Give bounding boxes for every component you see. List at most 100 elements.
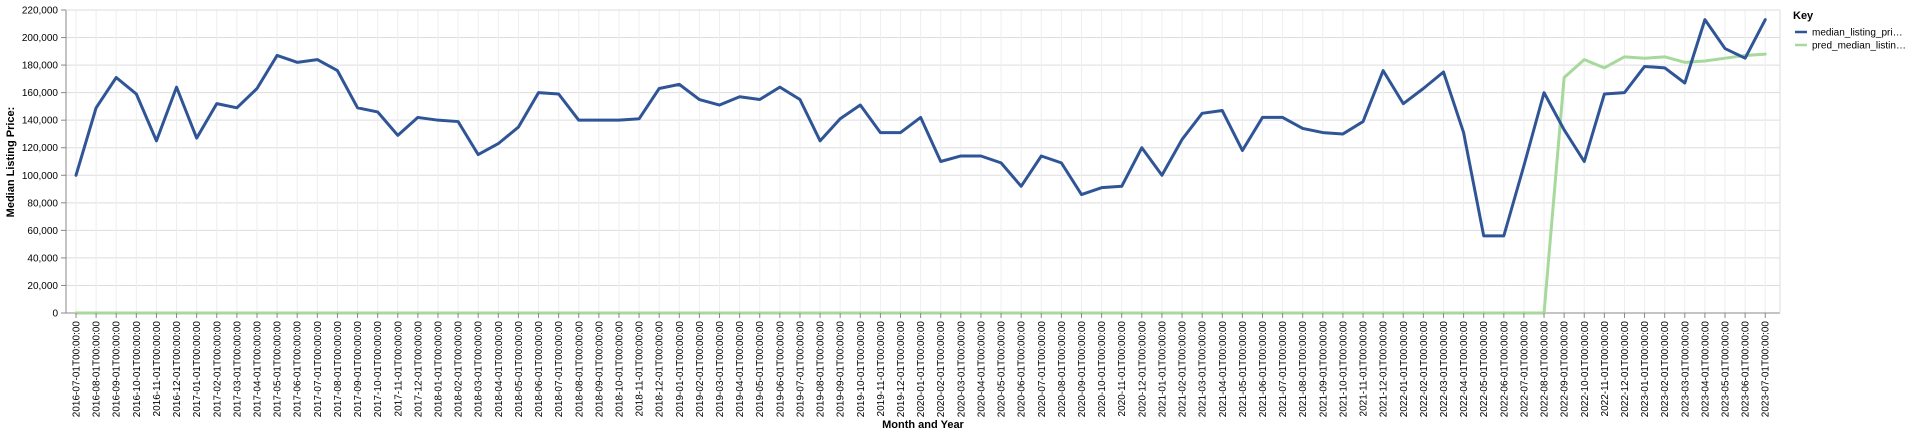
x-tick-label: 2021-04-01T00:00:00 bbox=[1218, 321, 1229, 418]
x-tick-label: 2022-05-01T00:00:00 bbox=[1479, 321, 1490, 418]
x-tick-label: 2016-12-01T00:00:00 bbox=[172, 321, 183, 418]
x-tick-label: 2018-03-01T00:00:00 bbox=[474, 321, 485, 418]
x-tick-label: 2018-07-01T00:00:00 bbox=[554, 321, 565, 418]
x-tick-label: 2021-10-01T00:00:00 bbox=[1338, 321, 1349, 418]
x-tick-label: 2021-02-01T00:00:00 bbox=[1178, 321, 1189, 418]
x-tick-labels: 2016-07-01T00:00:00 2016-08-01T00:00:00 20… bbox=[72, 313, 1772, 417]
y-tick-label: 40,000 bbox=[27, 253, 58, 264]
x-tick-label: 2018-04-01T00:00:00 bbox=[494, 321, 505, 418]
x-tick-label: 2022-01-01T00:00:00 bbox=[1399, 321, 1410, 418]
x-tick-label: 2018-08-01T00:00:00 bbox=[574, 321, 585, 418]
x-tick-label: 2021-11-01T00:00:00 bbox=[1359, 321, 1370, 417]
x-tick-label: 2020-08-01T00:00:00 bbox=[1057, 321, 1068, 418]
x-tick-label: 2018-11-01T00:00:00 bbox=[635, 321, 646, 417]
x-tick-label: 2018-12-01T00:00:00 bbox=[655, 321, 666, 418]
x-tick-label: 2022-09-01T00:00:00 bbox=[1560, 321, 1571, 418]
x-tick-label: 2018-02-01T00:00:00 bbox=[454, 321, 465, 418]
x-axis-title: Month and Year bbox=[882, 419, 964, 431]
x-tick-label: 2019-02-01T00:00:00 bbox=[695, 321, 706, 418]
y-tick-label: 60,000 bbox=[27, 226, 58, 237]
x-tick-label: 2022-06-01T00:00:00 bbox=[1499, 321, 1510, 418]
x-tick-label: 2017-02-01T00:00:00 bbox=[212, 321, 223, 418]
x-tick-label: 2023-06-01T00:00:00 bbox=[1741, 321, 1752, 418]
x-tick-label: 2023-03-01T00:00:00 bbox=[1680, 321, 1691, 418]
x-tick-label: 2018-01-01T00:00:00 bbox=[433, 321, 444, 418]
x-tick-label: 2017-03-01T00:00:00 bbox=[232, 321, 243, 418]
x-tick-label: 2022-02-01T00:00:00 bbox=[1419, 321, 1430, 418]
x-tick-label: 2020-01-01T00:00:00 bbox=[916, 321, 927, 418]
x-tick-label: 2018-10-01T00:00:00 bbox=[614, 321, 625, 418]
x-tick-label: 2023-02-01T00:00:00 bbox=[1660, 321, 1671, 418]
x-tick-label: 2017-10-01T00:00:00 bbox=[373, 321, 384, 418]
axes bbox=[65, 9, 1781, 314]
x-tick-label: 2021-03-01T00:00:00 bbox=[1198, 321, 1209, 418]
y-tick-label: 160,000 bbox=[22, 88, 59, 99]
x-tick-label: 2022-11-01T00:00:00 bbox=[1600, 321, 1611, 417]
x-tick-label: 2023-05-01T00:00:00 bbox=[1721, 321, 1732, 418]
x-tick-label: 2017-01-01T00:00:00 bbox=[192, 321, 203, 418]
x-tick-label: 2021-07-01T00:00:00 bbox=[1278, 321, 1289, 418]
x-tick-label: 2020-12-01T00:00:00 bbox=[1137, 321, 1148, 418]
legend-label: pred_median_listin… bbox=[1812, 41, 1906, 52]
x-tick-label: 2017-04-01T00:00:00 bbox=[252, 321, 263, 418]
x-tick-label: 2019-09-01T00:00:00 bbox=[836, 321, 847, 418]
x-tick-label: 2016-07-01T00:00:00 bbox=[72, 321, 83, 418]
x-tick-label: 2019-08-01T00:00:00 bbox=[816, 321, 827, 418]
x-tick-label: 2019-11-01T00:00:00 bbox=[876, 321, 887, 417]
y-tick-label: 20,000 bbox=[27, 281, 58, 292]
x-tick-label: 2022-08-01T00:00:00 bbox=[1540, 321, 1551, 418]
x-tick-label: 2016-08-01T00:00:00 bbox=[92, 321, 103, 418]
x-tick-label: 2019-10-01T00:00:00 bbox=[856, 321, 867, 418]
y-tick-label: 80,000 bbox=[27, 198, 58, 209]
x-tick-label: 2017-07-01T00:00:00 bbox=[313, 321, 324, 418]
x-tick-label: 2019-05-01T00:00:00 bbox=[755, 321, 766, 418]
legend-entries: median_listing_pri… pred_median_listin… bbox=[1795, 28, 1906, 52]
x-tick-label: 2021-06-01T00:00:00 bbox=[1258, 321, 1269, 418]
x-tick-label: 2020-10-01T00:00:00 bbox=[1097, 321, 1108, 418]
x-tick-label: 2017-12-01T00:00:00 bbox=[413, 321, 424, 418]
x-tick-label: 2020-05-01T00:00:00 bbox=[997, 321, 1008, 418]
legend-title: Key bbox=[1793, 10, 1814, 22]
x-tick-label: 2020-07-01T00:00:00 bbox=[1037, 321, 1048, 418]
y-axis-title: Median Listing Price: bbox=[5, 107, 17, 218]
x-tick-label: 2018-06-01T00:00:00 bbox=[534, 321, 545, 418]
x-tick-label: 2020-11-01T00:00:00 bbox=[1117, 321, 1128, 417]
legend-label: median_listing_pri… bbox=[1812, 28, 1903, 39]
x-tick-label: 2019-03-01T00:00:00 bbox=[715, 321, 726, 418]
x-tick-label: 2019-07-01T00:00:00 bbox=[795, 321, 806, 418]
x-tick-label: 2019-01-01T00:00:00 bbox=[675, 321, 686, 418]
x-tick-label: 2021-05-01T00:00:00 bbox=[1238, 321, 1249, 418]
x-tick-label: 2020-06-01T00:00:00 bbox=[1017, 321, 1028, 418]
x-tick-label: 2020-02-01T00:00:00 bbox=[936, 321, 947, 418]
x-tick-label: 2022-03-01T00:00:00 bbox=[1439, 321, 1450, 418]
x-tick-label: 2019-04-01T00:00:00 bbox=[735, 321, 746, 418]
y-tick-label: 180,000 bbox=[22, 61, 59, 72]
x-tick-label: 2021-12-01T00:00:00 bbox=[1379, 321, 1390, 418]
x-tick-label: 2020-04-01T00:00:00 bbox=[976, 321, 987, 418]
y-tick-label: 120,000 bbox=[22, 143, 59, 154]
legend: Key median_listing_pri… pred_median_listi… bbox=[1793, 10, 1906, 52]
x-tick-label: 2023-04-01T00:00:00 bbox=[1700, 321, 1711, 418]
series-line bbox=[74, 18, 1767, 238]
x-tick-label: 2017-06-01T00:00:00 bbox=[293, 321, 304, 418]
x-tick-label: 2017-08-01T00:00:00 bbox=[333, 321, 344, 418]
x-tick-label: 2023-07-01T00:00:00 bbox=[1761, 321, 1772, 418]
x-tick-label: 2017-09-01T00:00:00 bbox=[353, 321, 364, 418]
y-tick-label: 140,000 bbox=[22, 116, 59, 127]
y-tick-label: 100,000 bbox=[22, 171, 59, 182]
x-tick-label: 2018-09-01T00:00:00 bbox=[594, 321, 605, 418]
x-tick-label: 2022-12-01T00:00:00 bbox=[1620, 321, 1631, 418]
x-tick-label: 2019-12-01T00:00:00 bbox=[896, 321, 907, 418]
x-tick-label: 2016-09-01T00:00:00 bbox=[112, 321, 123, 418]
x-tick-label: 2023-01-01T00:00:00 bbox=[1640, 321, 1651, 418]
y-tick-labels: 0 20,000 40,000 60,000 80,000 100,000 120,000 1… bbox=[22, 6, 66, 320]
x-tick-label: 2021-09-01T00:00:00 bbox=[1318, 321, 1329, 418]
x-tick-label: 2019-06-01T00:00:00 bbox=[775, 321, 786, 418]
x-tick-label: 2020-03-01T00:00:00 bbox=[956, 321, 967, 418]
x-tick-label: 2016-10-01T00:00:00 bbox=[132, 321, 143, 418]
y-tick-label: 0 bbox=[52, 309, 58, 320]
x-tick-label: 2017-05-01T00:00:00 bbox=[273, 321, 284, 418]
x-tick-label: 2020-09-01T00:00:00 bbox=[1077, 321, 1088, 418]
x-tick-label: 2018-05-01T00:00:00 bbox=[514, 321, 525, 418]
